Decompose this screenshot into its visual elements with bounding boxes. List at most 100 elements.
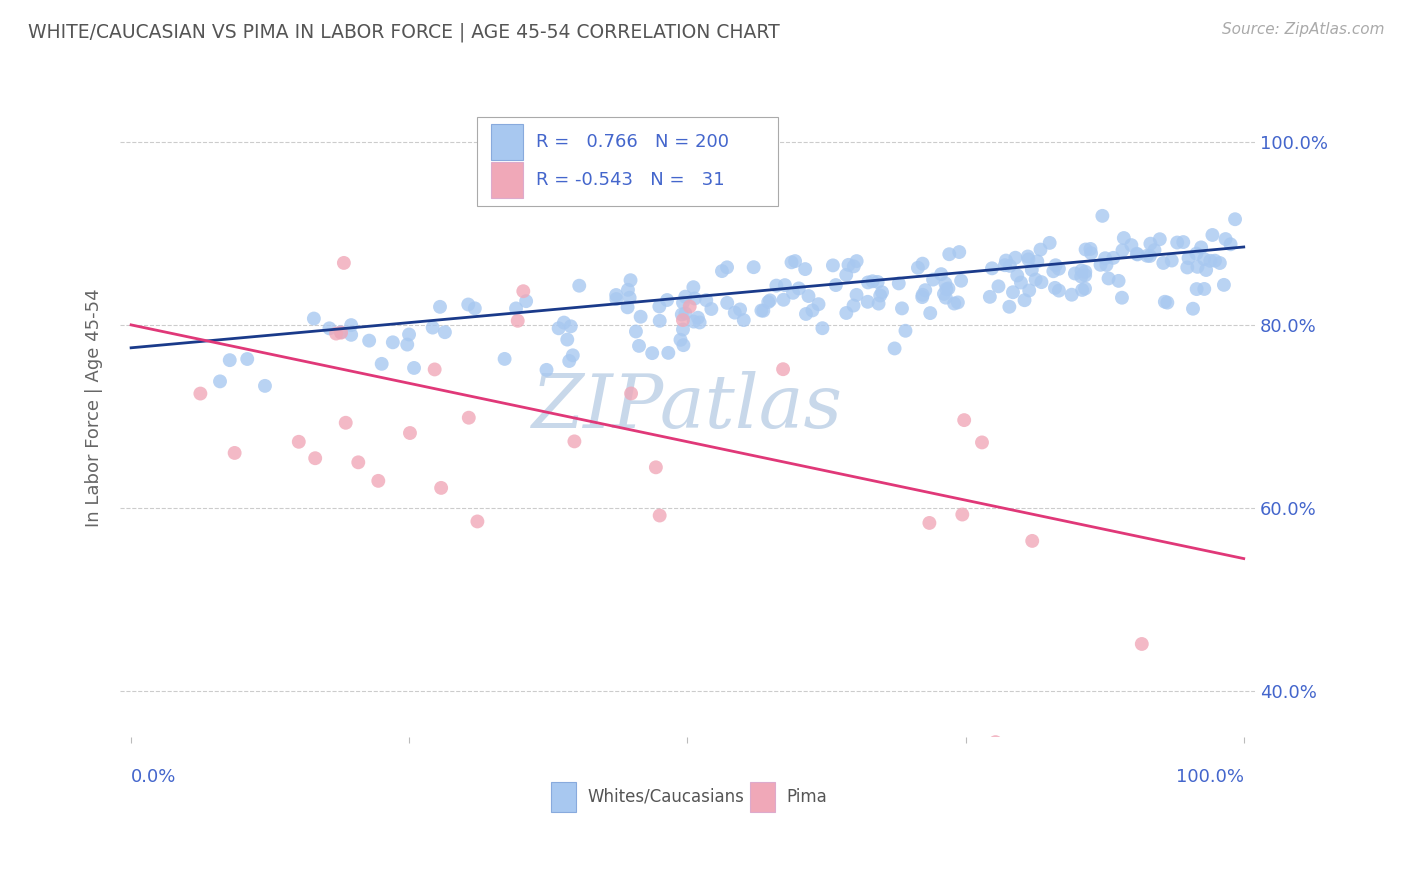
Point [1004,251,1026,265]
Point [396,337,419,351]
Point [1095,258,1118,272]
Point [887,277,910,291]
Point [1070,263,1092,277]
Point [429,300,451,314]
Point [1014,293,1036,308]
Point [190,386,212,401]
Point [1074,265,1097,279]
Point [1199,253,1222,268]
Point [821,259,844,273]
Point [837,258,859,272]
Point [1080,246,1102,260]
Point [398,327,420,342]
Point [430,481,453,495]
Point [553,316,575,330]
Point [1111,291,1133,305]
Point [1026,254,1049,268]
Y-axis label: In Labor Force | Age 45-54: In Labor Force | Age 45-54 [86,288,103,526]
Point [1209,256,1232,270]
Point [914,283,936,297]
Point [422,320,444,334]
Point [1121,238,1143,252]
Point [1070,269,1092,284]
Point [929,267,952,281]
Text: R = -0.543   N =   31: R = -0.543 N = 31 [537,170,725,189]
Point [772,293,794,307]
Point [673,306,696,320]
Point [1111,244,1133,258]
Point [716,296,738,310]
Text: 100.0%: 100.0% [1175,768,1244,786]
Point [950,508,973,522]
Point [922,272,945,286]
Point [648,314,671,328]
Point [1177,251,1199,265]
Point [619,291,641,305]
Point [946,295,969,310]
Point [619,273,641,287]
Point [1074,281,1097,295]
Point [1175,260,1198,275]
Point [330,326,353,340]
Point [1152,256,1174,270]
Point [402,361,425,376]
Point [794,262,817,277]
Point [811,321,834,335]
Point [624,325,647,339]
Point [994,258,1017,272]
Point [620,386,643,401]
Point [1185,282,1208,296]
Point [751,303,773,318]
Point [672,295,695,310]
Point [1126,246,1149,260]
Point [1215,232,1237,246]
Point [423,362,446,376]
Point [616,301,638,315]
Point [253,379,276,393]
Point [318,321,340,335]
Point [347,455,370,469]
Point [494,351,516,366]
Point [862,274,884,288]
Point [505,301,527,316]
FancyBboxPatch shape [749,781,775,812]
Point [948,245,970,260]
Point [984,735,1007,749]
Point [1156,295,1178,310]
Point [558,354,581,368]
Point [1102,251,1125,265]
Point [657,346,679,360]
Point [457,410,479,425]
Point [1074,268,1097,283]
Point [780,255,803,269]
Point [304,451,326,466]
Point [627,339,650,353]
Point [1201,227,1223,242]
Point [1189,240,1212,254]
Point [1160,253,1182,268]
Point [981,261,1004,276]
Point [555,333,578,347]
Point [560,319,582,334]
Point [1001,285,1024,300]
Point [536,363,558,377]
Point [340,327,363,342]
Text: Pima: Pima [786,788,827,805]
Point [907,260,929,275]
Point [512,284,534,298]
Point [464,301,486,316]
Point [724,306,747,320]
Point [756,295,779,310]
Point [1139,249,1161,263]
Point [979,290,1001,304]
Point [506,314,529,328]
Point [329,325,352,339]
Point [918,516,941,530]
Point [835,306,858,320]
Point [998,259,1021,273]
Point [1043,281,1066,295]
Text: ZIPatlas: ZIPatlas [531,371,844,443]
Point [288,434,311,449]
Point [1182,301,1205,316]
Point [617,283,640,297]
